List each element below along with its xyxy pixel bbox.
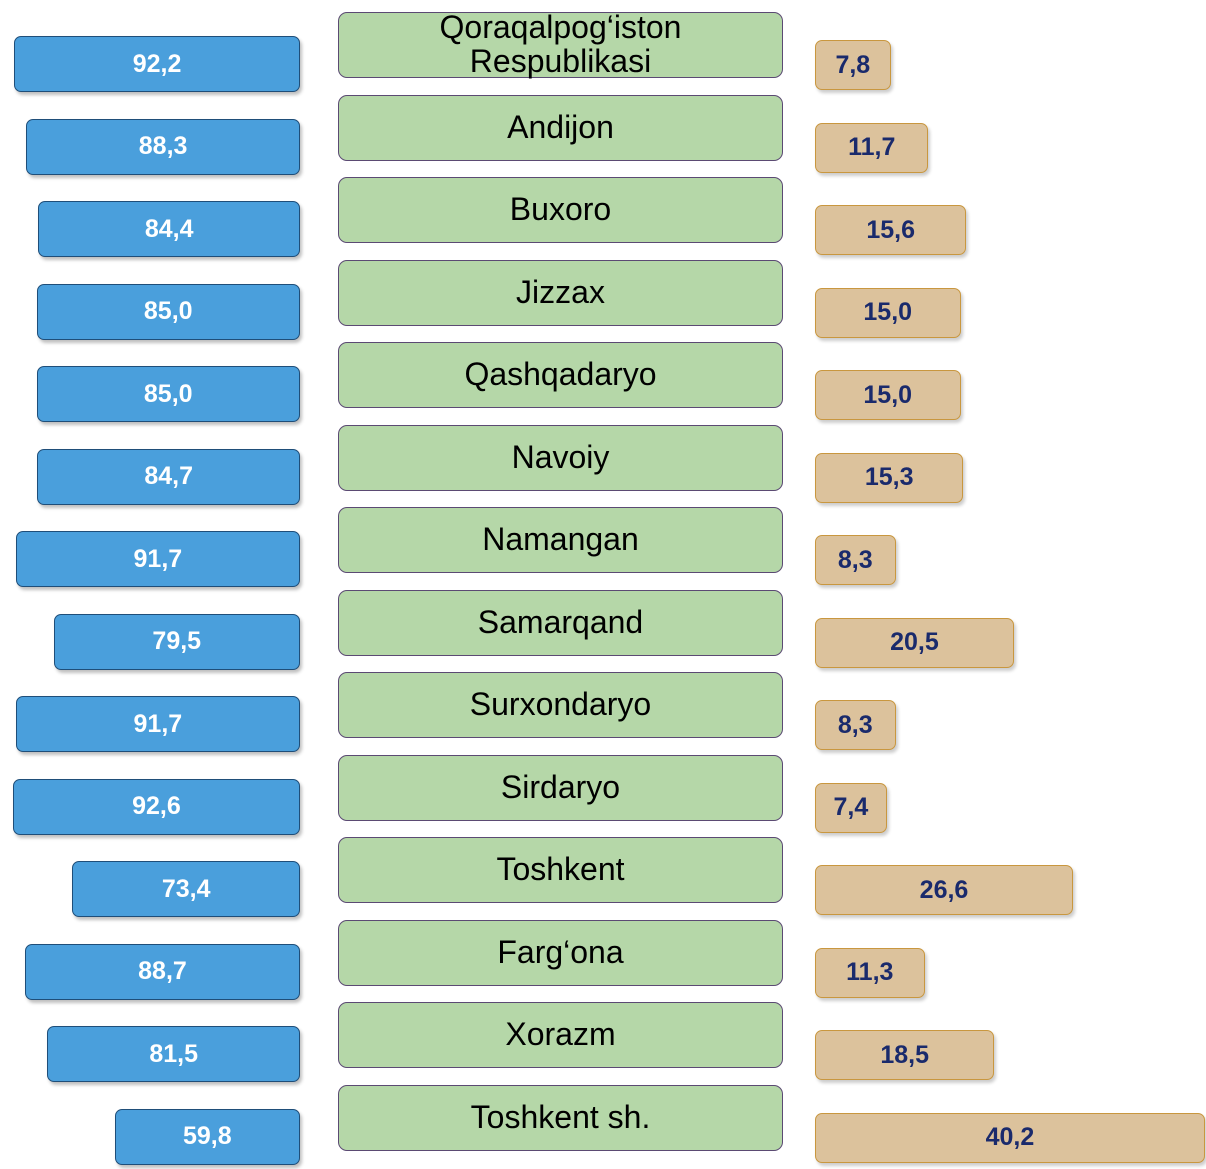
bar: 91,7 — [15, 531, 300, 587]
bar: 11,3 — [815, 947, 925, 998]
bar: 79,5 — [53, 613, 300, 670]
bar: 91,7 — [15, 696, 300, 752]
category-label: Jizzax — [338, 259, 783, 326]
category-label: Sirdaryo — [338, 754, 783, 821]
category-label: Surxondaryo — [338, 672, 783, 738]
bar: 84,4 — [38, 201, 300, 257]
bar: 11,7 — [815, 122, 929, 173]
bar: 85,0 — [36, 283, 300, 340]
bar: 15,3 — [815, 452, 964, 503]
bar: 7,4 — [815, 782, 887, 833]
bar: 7,8 — [815, 40, 891, 90]
bar: 92,2 — [14, 36, 300, 92]
bar: 20,5 — [815, 617, 1014, 668]
bar: 81,5 — [47, 1026, 300, 1082]
bar: 84,7 — [37, 448, 300, 505]
category-label: Andijon — [338, 94, 783, 161]
category-label: Farg‘ona — [338, 919, 783, 986]
bar: 8,3 — [815, 535, 896, 585]
category-label: Toshkent sh. — [338, 1084, 783, 1151]
bar: 15,0 — [815, 287, 961, 338]
bar: 73,4 — [72, 861, 300, 917]
bar: 85,0 — [36, 366, 300, 422]
category-label: Qoraqalpog‘iston Respublikasi — [338, 11, 783, 78]
category-label: Buxoro — [338, 177, 783, 243]
bar: 92,6 — [12, 778, 300, 835]
category-label: Namangan — [338, 507, 783, 573]
bar: 88,7 — [25, 943, 300, 1000]
category-label: Navoiy — [338, 424, 783, 491]
category-label: Toshkent — [338, 837, 783, 903]
category-label: Samarqand — [338, 589, 783, 656]
bar: 8,3 — [815, 700, 896, 750]
bar: 59,8 — [114, 1108, 300, 1165]
bar: 26,6 — [815, 865, 1074, 915]
bar: 40,2 — [815, 1112, 1205, 1163]
bar: 15,0 — [815, 370, 961, 420]
category-label: Xorazm — [338, 1002, 783, 1068]
bar: 15,6 — [815, 205, 967, 255]
category-label: Qashqadaryo — [338, 342, 783, 408]
bar: 18,5 — [815, 1030, 995, 1080]
bar: 88,3 — [26, 118, 300, 175]
